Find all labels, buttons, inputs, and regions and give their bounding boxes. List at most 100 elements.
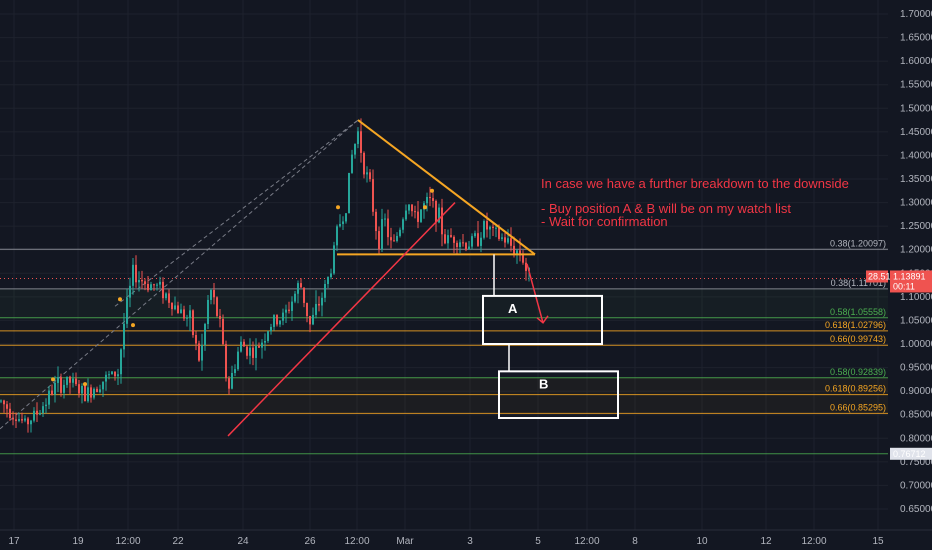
candle-body [402, 219, 404, 230]
candle-body [189, 310, 191, 318]
candle-body [267, 331, 269, 342]
candle-body [468, 246, 470, 250]
candle-body [291, 301, 293, 311]
candle-body [204, 324, 206, 346]
candle-body [237, 351, 239, 370]
side-value-text: 28.51 [868, 271, 891, 281]
x-tick-label: 12:00 [574, 536, 599, 547]
candle-body [270, 326, 272, 332]
candle-body [63, 384, 65, 393]
candle-body [336, 226, 338, 246]
candle-body [441, 207, 443, 235]
candle-body [483, 221, 485, 238]
candle-body [504, 237, 506, 243]
y-tick-label: 1.30000 [900, 198, 932, 209]
x-tick-label: 26 [304, 536, 316, 547]
side-value-tag [866, 270, 888, 283]
signal-dot [423, 205, 427, 210]
candle-body [471, 236, 473, 247]
candle-body [87, 387, 89, 402]
candle-body [465, 242, 467, 250]
candle-body [246, 346, 248, 356]
projection-arrow [526, 263, 544, 323]
x-tick-label: 12:00 [344, 536, 369, 547]
candle-body [36, 410, 38, 415]
candle-body [354, 143, 356, 155]
candle-body [162, 281, 164, 299]
candle-body [363, 152, 365, 175]
candle-body [288, 309, 290, 311]
countdown-text: 00:11 [893, 281, 915, 291]
candle-body [192, 310, 194, 336]
candle-body [507, 238, 509, 243]
candle-body [45, 404, 47, 407]
projection-arrowhead [536, 315, 549, 324]
candle-body [438, 207, 440, 223]
candle-body [231, 372, 233, 389]
candle-body [186, 317, 188, 319]
candle-body [495, 227, 497, 229]
y-tick-label: 1.40000 [900, 150, 932, 161]
fib-levels: 0.38(1.20097) 0.38(1.11701) 0.58(1.05558) 0… [0, 238, 888, 455]
note-line-3: - Wait for confirmation [541, 214, 668, 229]
candle-body [24, 418, 26, 421]
x-tick-label: 8 [632, 536, 638, 547]
candle-body [411, 204, 413, 212]
candle-body [33, 410, 35, 421]
candle-body [234, 369, 236, 373]
y-tick-label: 1.65000 [900, 33, 932, 44]
candle-body [180, 309, 182, 314]
candle-body [69, 376, 71, 383]
x-tick-label: Mar [396, 536, 414, 547]
candle-body [135, 264, 137, 283]
candle-body [42, 406, 44, 414]
candle-body [330, 273, 332, 278]
candle-body [84, 386, 86, 402]
candle-body [381, 219, 383, 250]
candle-body [345, 213, 347, 222]
fib-label: 0.618(1.02796) [825, 320, 886, 330]
fib-zone-1 [0, 288, 888, 318]
candle-body [351, 154, 353, 173]
candle-body [222, 318, 224, 345]
y-tick-label: 1.25000 [900, 221, 932, 232]
candle-body [303, 287, 305, 303]
candle-body [228, 378, 230, 389]
candle-body [90, 387, 92, 398]
candle-body [264, 341, 266, 343]
candle-body [21, 419, 23, 421]
signal-dot [118, 297, 122, 302]
candle-body [498, 227, 500, 239]
candle-body [501, 237, 503, 239]
fib-label: 0.38(1.20097) [830, 238, 886, 248]
candle-body [75, 378, 77, 385]
candle-body [384, 218, 386, 220]
candle-body [492, 226, 494, 229]
candle-body [333, 245, 335, 274]
grid [0, 0, 888, 530]
dashed-guide [0, 119, 359, 430]
candle-body [339, 224, 341, 227]
candle-body [81, 386, 83, 394]
candle-body [183, 309, 185, 319]
candle-body [375, 211, 377, 232]
candle-body [474, 233, 476, 237]
candle-body [360, 131, 362, 153]
x-tick-label: 5 [535, 536, 541, 547]
x-tick-label: 24 [237, 536, 249, 547]
candle-body [327, 277, 329, 284]
candle-body [309, 316, 311, 325]
time-axis[interactable]: 17 19 12:00 22 24 26 12:00 Mar 3 5 12:00 8 10 12 12:00… [0, 529, 932, 547]
candle-body [249, 347, 251, 356]
candle-body [93, 388, 95, 398]
candle-body [321, 297, 323, 306]
candle-body [318, 303, 320, 306]
candle-body [15, 419, 17, 421]
candle-body [159, 281, 161, 285]
candle-body [18, 419, 20, 421]
